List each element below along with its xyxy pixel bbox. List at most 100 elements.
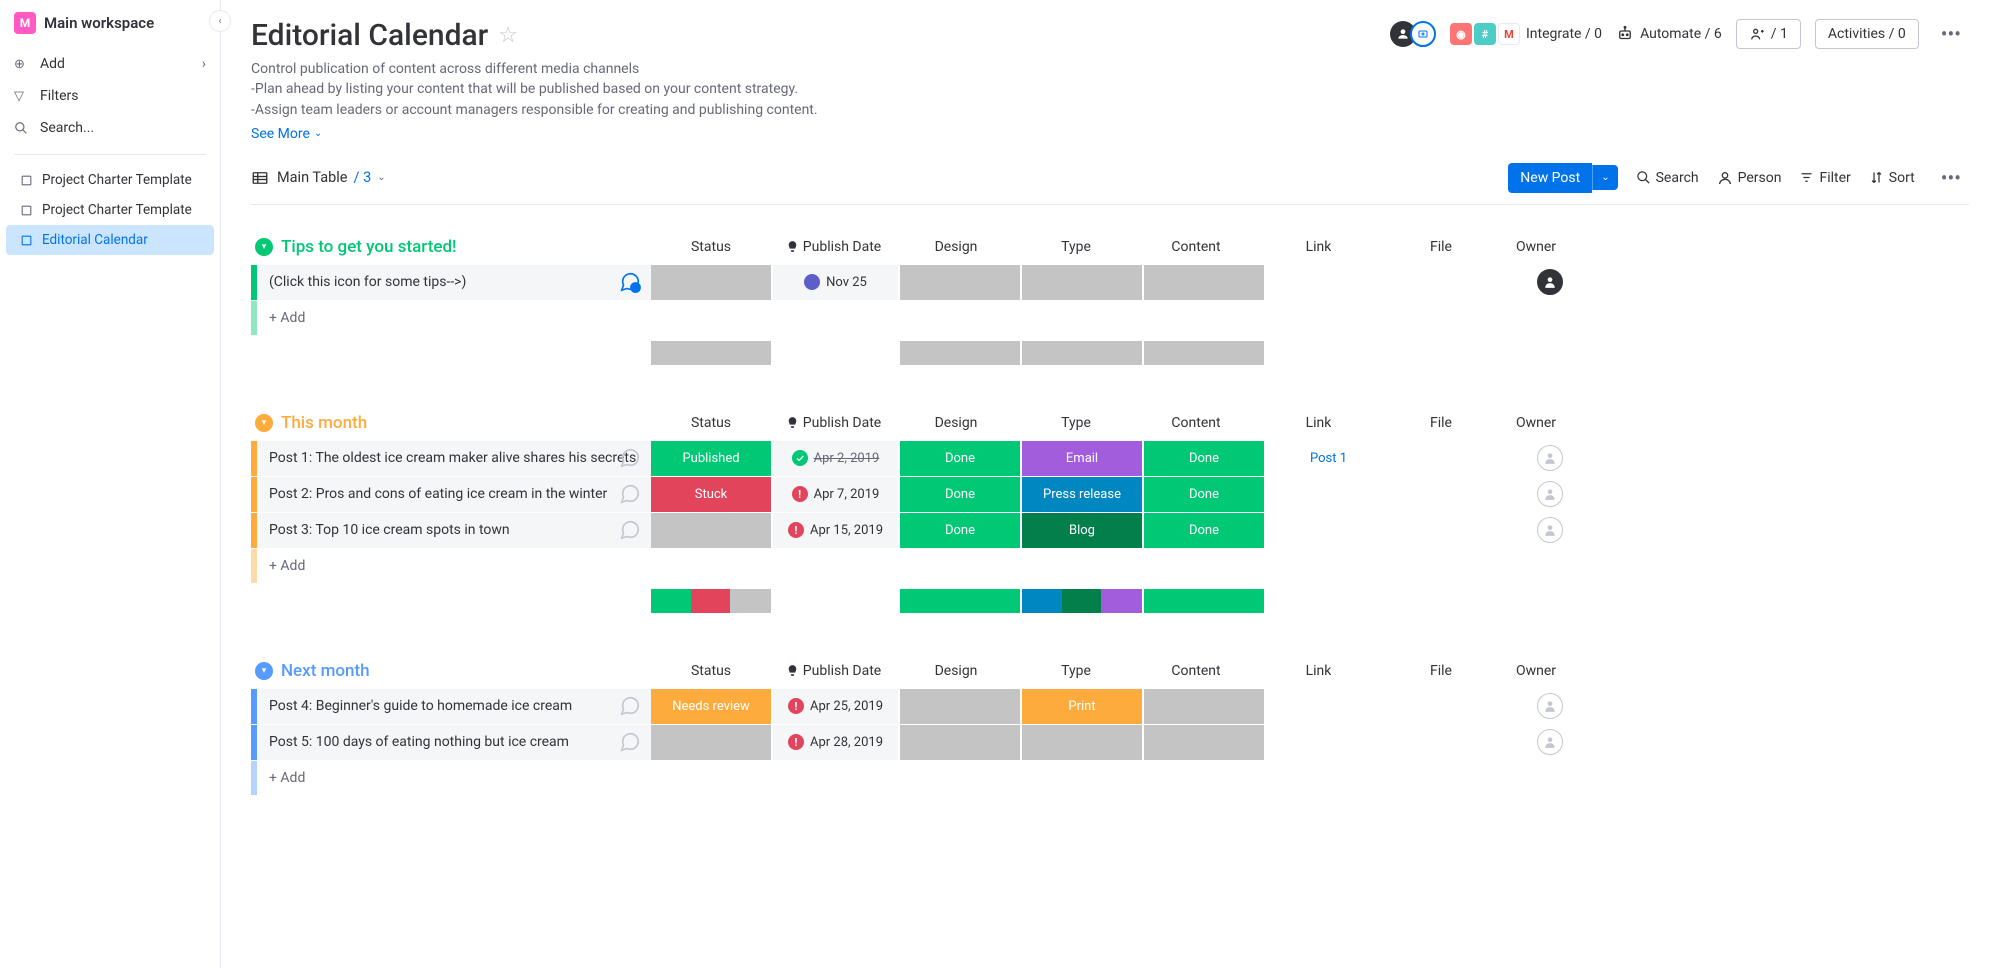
item-name-cell[interactable]: (Click this icon for some tips-->) 1 [251,265,651,300]
main-table-tab[interactable]: Main Table / 3 ⌄ [277,169,386,186]
type-cell[interactable]: Blog [1022,513,1142,548]
design-cell[interactable]: Done [900,513,1020,548]
sidebar-collapse-button[interactable]: ‹ [209,10,231,32]
group-collapse-icon[interactable]: ▾ [255,414,273,432]
more-menu-icon[interactable]: ••• [1933,18,1969,50]
chat-icon[interactable] [619,483,641,505]
owner-cell[interactable] [1515,513,1585,548]
type-cell[interactable]: Print [1022,689,1142,724]
status-cell[interactable]: Needs review [651,689,771,724]
sidebar-filters[interactable]: ▽Filters [0,80,220,112]
status-cell[interactable] [651,513,771,548]
summary-design[interactable] [900,341,1020,365]
sidebar-board-item[interactable]: Editorial Calendar [6,225,214,255]
person-filter-button[interactable]: Person [1717,170,1782,186]
chat-icon[interactable]: 1 [619,271,641,293]
col-header-publish-date[interactable]: Publish Date [771,653,896,689]
design-cell[interactable] [900,725,1020,760]
col-header-publish-date[interactable]: Publish Date [771,405,896,441]
col-header-status[interactable]: Status [651,405,771,441]
add-item-button[interactable]: + Add [251,549,651,583]
type-cell[interactable] [1022,725,1142,760]
design-cell[interactable]: Done [900,441,1020,476]
owner-avatar[interactable] [1537,517,1563,543]
summary-design[interactable] [900,589,1020,613]
chat-icon[interactable] [619,519,641,541]
col-header-content[interactable]: Content [1136,405,1256,441]
file-cell[interactable] [1393,477,1513,512]
sidebar-add[interactable]: ⊕Add › [0,48,220,80]
date-cell[interactable]: !Apr 25, 2019 [773,689,898,724]
item-name-cell[interactable]: Post 2: Pros and cons of eating ice crea… [251,477,651,512]
integrate-button[interactable]: ◉ # M Integrate / 0 [1450,23,1602,45]
toolbar-more-icon[interactable]: ••• [1933,162,1969,194]
status-cell[interactable]: Stuck [651,477,771,512]
search-button[interactable]: Search [1636,170,1699,186]
col-header-content[interactable]: Content [1136,229,1256,265]
summary-type[interactable] [1022,589,1142,613]
owner-cell[interactable] [1515,477,1585,512]
col-header-content[interactable]: Content [1136,653,1256,689]
col-header-owner[interactable]: Owner [1501,229,1571,265]
col-header-design[interactable]: Design [896,405,1016,441]
owner-avatar[interactable] [1537,693,1563,719]
col-header-publish-date[interactable]: Publish Date [771,229,896,265]
col-header-design[interactable]: Design [896,653,1016,689]
owner-cell[interactable] [1515,441,1585,476]
summary-content[interactable] [1144,589,1264,613]
date-cell[interactable]: Nov 25 [773,265,898,300]
content-cell[interactable] [1144,689,1264,724]
col-header-design[interactable]: Design [896,229,1016,265]
owner-cell[interactable] [1515,689,1585,724]
item-name-cell[interactable]: Post 5: 100 days of eating nothing but i… [251,725,651,760]
link-cell[interactable] [1266,725,1391,760]
summary-status[interactable] [651,589,771,613]
summary-content[interactable] [1144,341,1264,365]
col-header-owner[interactable]: Owner [1501,653,1571,689]
date-cell[interactable]: !Apr 15, 2019 [773,513,898,548]
col-header-file[interactable]: File [1381,405,1501,441]
workspace-header[interactable]: M Main workspace [0,12,220,48]
link-cell[interactable] [1266,477,1391,512]
new-post-button[interactable]: New Post ⌄ [1508,163,1617,193]
see-more-button[interactable]: See More ⌄ [251,126,1969,142]
invite-button[interactable]: / 1 [1736,19,1801,49]
content-cell[interactable] [1144,725,1264,760]
filter-button[interactable]: Filter [1799,170,1850,186]
owner-cell[interactable] [1515,265,1585,300]
summary-type[interactable] [1022,341,1142,365]
sidebar-board-item[interactable]: Project Charter Template [6,165,214,195]
owner-avatar[interactable] [1537,729,1563,755]
file-cell[interactable] [1393,689,1513,724]
link-cell[interactable] [1266,265,1391,300]
col-header-file[interactable]: File [1381,653,1501,689]
file-cell[interactable] [1393,441,1513,476]
date-cell[interactable]: !Apr 28, 2019 [773,725,898,760]
file-cell[interactable] [1393,725,1513,760]
board-description[interactable]: Control publication of content across di… [251,59,1969,120]
summary-status[interactable] [651,341,771,365]
owner-cell[interactable] [1515,725,1585,760]
link-cell[interactable]: Post 1 [1266,441,1391,476]
add-item-button[interactable]: + Add [251,301,651,335]
sidebar-search[interactable]: Search... [0,112,220,144]
new-post-dropdown[interactable]: ⌄ [1592,165,1617,190]
group-title[interactable]: Tips to get you started! [281,237,457,257]
type-cell[interactable] [1022,265,1142,300]
design-cell[interactable]: Done [900,477,1020,512]
add-item-button[interactable]: + Add [251,761,651,795]
design-cell[interactable] [900,265,1020,300]
item-name-cell[interactable]: Post 1: The oldest ice cream maker alive… [251,441,651,476]
type-cell[interactable]: Email [1022,441,1142,476]
activities-button[interactable]: Activities / 0 [1815,19,1919,49]
file-cell[interactable] [1393,265,1513,300]
item-name-cell[interactable]: Post 4: Beginner's guide to homemade ice… [251,689,651,724]
page-title[interactable]: Editorial Calendar [251,18,488,53]
col-header-type[interactable]: Type [1016,229,1136,265]
sort-button[interactable]: Sort [1869,170,1915,186]
board-members[interactable] [1396,21,1436,47]
col-header-link[interactable]: Link [1256,229,1381,265]
content-cell[interactable] [1144,265,1264,300]
group-collapse-icon[interactable]: ▾ [255,662,273,680]
file-cell[interactable] [1393,513,1513,548]
